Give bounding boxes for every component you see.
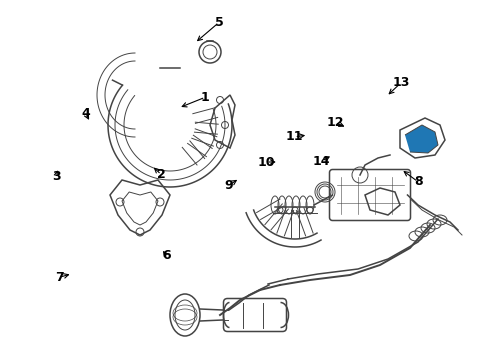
Text: 9: 9 bbox=[224, 179, 233, 192]
Text: 5: 5 bbox=[214, 16, 223, 29]
Text: 14: 14 bbox=[312, 155, 330, 168]
Text: 6: 6 bbox=[162, 249, 170, 262]
Text: 11: 11 bbox=[285, 130, 303, 143]
Text: 3: 3 bbox=[52, 170, 61, 183]
Text: 4: 4 bbox=[81, 107, 90, 120]
Text: 7: 7 bbox=[55, 271, 64, 284]
Polygon shape bbox=[404, 125, 437, 153]
Text: 13: 13 bbox=[391, 76, 409, 89]
Text: 2: 2 bbox=[157, 168, 165, 181]
Text: 8: 8 bbox=[413, 175, 422, 188]
Text: 10: 10 bbox=[257, 156, 275, 168]
Text: 1: 1 bbox=[201, 91, 209, 104]
Text: 12: 12 bbox=[325, 116, 343, 129]
